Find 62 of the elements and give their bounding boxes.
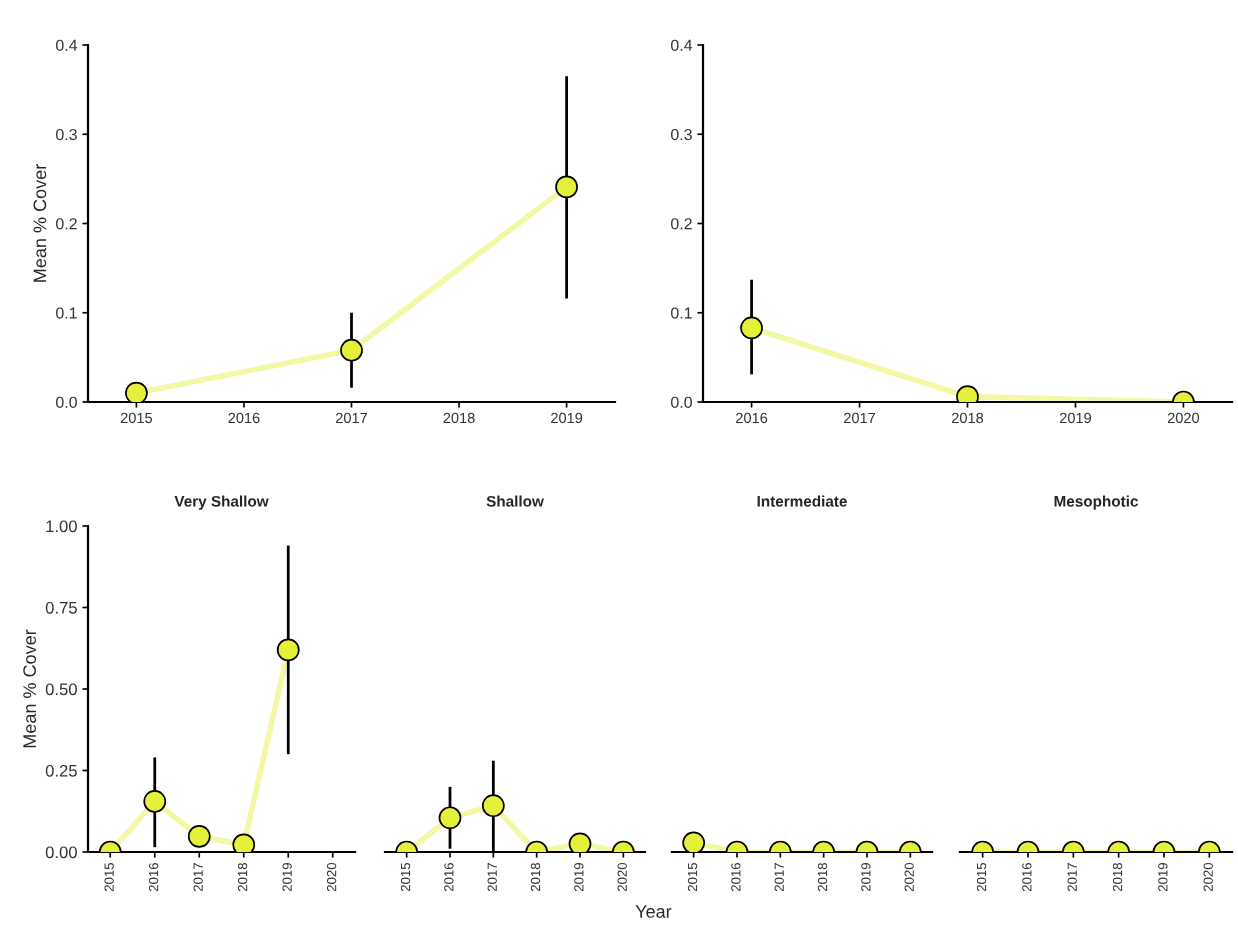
chart-title: Intermediate [757, 495, 847, 507]
y-tick-label: 0.00 [45, 846, 77, 859]
x-tick-label: 2018 [237, 862, 248, 892]
y-tick-label: 1.00 [46, 520, 77, 533]
x-tick-label: 2017 [844, 412, 876, 424]
x-tick-label: 2020 [326, 862, 337, 892]
x-tick-label: 2016 [1022, 862, 1032, 892]
y-axis-title: Mean % Cover [33, 164, 47, 282]
y-axis-title: Mean % Cover [23, 629, 37, 748]
y-tick-label: 0.3 [671, 128, 692, 141]
chart-title: Very Shallow [174, 495, 269, 510]
x-tick-label: 2018 [443, 412, 475, 424]
x-tick-label: 2016 [148, 862, 159, 892]
y-tick-label: 0.2 [56, 218, 77, 230]
y-tick-label: 0.4 [671, 39, 693, 51]
x-tick-label: 2020 [617, 862, 627, 892]
x-tick-label: 2019 [1059, 412, 1091, 424]
chart-title: Shallow [486, 495, 544, 507]
x-tick-label: 2015 [400, 862, 411, 892]
x-tick-label: 2016 [228, 412, 260, 424]
x-tick-label: 2019 [551, 412, 583, 424]
x-tick-label: 2018 [817, 862, 828, 892]
x-tick-label: 2017 [1067, 863, 1077, 892]
point [276, 638, 300, 662]
x-tick-label: 2017 [487, 863, 497, 892]
x-tick-label: 2018 [952, 412, 984, 424]
point [340, 338, 363, 362]
y-tick-label: 0.25 [45, 764, 77, 777]
x-tick-label: 2017 [193, 863, 203, 892]
x-tick-label: 2016 [731, 862, 741, 892]
x-tick-label: 2020 [1167, 412, 1200, 424]
y-tick-label: 0.2 [671, 218, 692, 230]
x-tick-label: 2018 [530, 862, 541, 892]
point [143, 790, 167, 813]
x-tick-label: 2020 [904, 862, 914, 892]
x-tick-label: 2019 [1158, 863, 1168, 892]
point [555, 175, 578, 199]
x-tick-label: 2016 [444, 862, 454, 892]
x-tick-label: 2019 [282, 863, 292, 892]
x-tick-label: 2015 [687, 862, 698, 892]
point [125, 381, 148, 402]
x-tick-label: 2017 [336, 412, 367, 424]
x-axis-title: Year [635, 905, 672, 918]
y-tick-label: 0.0 [671, 396, 692, 408]
y-tick-label: 0.75 [45, 601, 77, 614]
x-tick-label: 2015 [976, 862, 987, 892]
y-tick-label: 0.4 [56, 39, 78, 51]
x-tick-label: 2017 [774, 863, 784, 892]
y-tick-label: 0.50 [45, 683, 77, 696]
x-tick-label: 2019 [861, 863, 871, 892]
y-tick-label: 0.1 [56, 307, 77, 319]
x-tick-label: 2015 [120, 412, 153, 424]
x-tick-label: 2016 [736, 412, 768, 424]
y-tick-label: 0.3 [56, 128, 77, 141]
y-tick-label: 0.1 [671, 307, 692, 319]
x-tick-label: 2020 [1203, 862, 1213, 892]
x-tick-label: 2019 [574, 863, 584, 892]
point [187, 824, 211, 848]
x-tick-label: 2015 [104, 862, 114, 892]
chart-title: Mesophotic [1054, 495, 1138, 510]
y-tick-label: 0.0 [56, 396, 77, 408]
x-tick-label: 2018 [1112, 862, 1123, 892]
